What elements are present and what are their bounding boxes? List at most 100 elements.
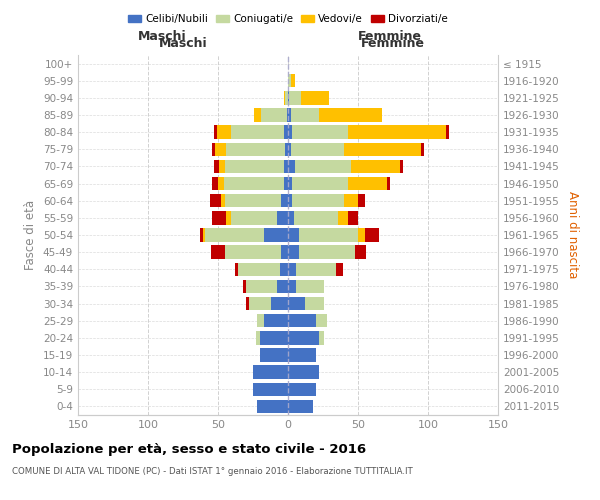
Bar xyxy=(226,142,285,156)
Bar xyxy=(288,400,313,413)
Bar xyxy=(211,246,225,259)
Bar xyxy=(288,160,295,173)
Bar xyxy=(287,108,288,122)
Y-axis label: Anni di nascita: Anni di nascita xyxy=(566,192,579,278)
Bar xyxy=(288,142,291,156)
Bar xyxy=(288,382,316,396)
Bar xyxy=(292,194,344,207)
Bar xyxy=(214,160,220,173)
Bar xyxy=(355,246,367,259)
Bar xyxy=(225,246,281,259)
Bar xyxy=(288,194,292,207)
Bar xyxy=(243,280,246,293)
Bar xyxy=(212,177,218,190)
Bar xyxy=(212,142,215,156)
Legend: Celibi/Nubili, Coniugati/e, Vedovi/e, Divorziati/e: Celibi/Nubili, Coniugati/e, Vedovi/e, Di… xyxy=(124,10,452,29)
Bar xyxy=(260,348,288,362)
Bar xyxy=(262,108,287,122)
Bar xyxy=(285,142,288,156)
Bar xyxy=(217,126,230,139)
Bar xyxy=(400,160,403,173)
Bar xyxy=(288,314,316,328)
Bar xyxy=(348,126,446,139)
Bar xyxy=(212,211,226,224)
Bar xyxy=(338,211,348,224)
Bar xyxy=(230,211,277,224)
Bar xyxy=(348,177,388,190)
Bar xyxy=(253,366,288,379)
Bar xyxy=(281,194,288,207)
Bar xyxy=(271,297,288,310)
Bar xyxy=(226,211,230,224)
Bar xyxy=(214,126,217,139)
Bar xyxy=(281,246,288,259)
Text: Femmine: Femmine xyxy=(361,37,425,50)
Bar xyxy=(319,331,325,344)
Bar xyxy=(203,228,205,241)
Bar xyxy=(299,228,358,241)
Bar xyxy=(288,297,305,310)
Bar xyxy=(284,91,285,104)
Bar xyxy=(277,280,288,293)
Bar xyxy=(246,280,277,293)
Bar xyxy=(288,74,291,88)
Bar xyxy=(253,382,288,396)
Bar xyxy=(288,177,292,190)
Bar xyxy=(280,262,288,276)
Bar xyxy=(358,228,365,241)
Bar xyxy=(316,314,327,328)
Bar xyxy=(256,331,260,344)
Bar xyxy=(257,400,288,413)
Bar xyxy=(296,280,325,293)
Bar xyxy=(289,91,301,104)
Bar xyxy=(301,91,329,104)
Bar xyxy=(254,108,262,122)
Bar xyxy=(205,228,264,241)
Bar xyxy=(218,177,224,190)
Bar xyxy=(288,348,316,362)
Bar xyxy=(292,177,348,190)
Bar xyxy=(249,297,271,310)
Bar xyxy=(388,177,390,190)
Bar xyxy=(264,314,288,328)
Bar xyxy=(288,108,291,122)
Bar xyxy=(225,194,281,207)
Bar xyxy=(230,126,284,139)
Bar xyxy=(225,160,284,173)
Y-axis label: Fasce di età: Fasce di età xyxy=(25,200,37,270)
Bar xyxy=(293,211,338,224)
Bar xyxy=(277,211,288,224)
Bar xyxy=(319,108,382,122)
Bar xyxy=(365,228,379,241)
Bar xyxy=(288,126,292,139)
Bar xyxy=(344,194,358,207)
Bar xyxy=(291,108,319,122)
Bar xyxy=(264,228,288,241)
Bar xyxy=(351,160,400,173)
Bar xyxy=(257,314,264,328)
Bar xyxy=(288,262,296,276)
Bar xyxy=(291,142,344,156)
Bar xyxy=(291,74,295,88)
Text: COMUNE DI ALTA VAL TIDONE (PC) - Dati ISTAT 1° gennaio 2016 - Elaborazione TUTTI: COMUNE DI ALTA VAL TIDONE (PC) - Dati IS… xyxy=(12,468,413,476)
Bar xyxy=(288,331,319,344)
Bar xyxy=(288,246,299,259)
Bar xyxy=(295,160,351,173)
Bar xyxy=(299,246,355,259)
Bar xyxy=(220,160,225,173)
Bar xyxy=(284,126,288,139)
Bar xyxy=(284,177,288,190)
Bar xyxy=(235,262,238,276)
Bar xyxy=(358,194,365,207)
Bar xyxy=(288,280,296,293)
Bar xyxy=(246,297,249,310)
Bar xyxy=(284,160,288,173)
Bar xyxy=(288,91,289,104)
Bar xyxy=(305,297,325,310)
Bar xyxy=(344,142,421,156)
Bar xyxy=(238,262,280,276)
Bar xyxy=(224,177,284,190)
Bar xyxy=(288,228,299,241)
Bar xyxy=(200,228,203,241)
Bar xyxy=(221,194,225,207)
